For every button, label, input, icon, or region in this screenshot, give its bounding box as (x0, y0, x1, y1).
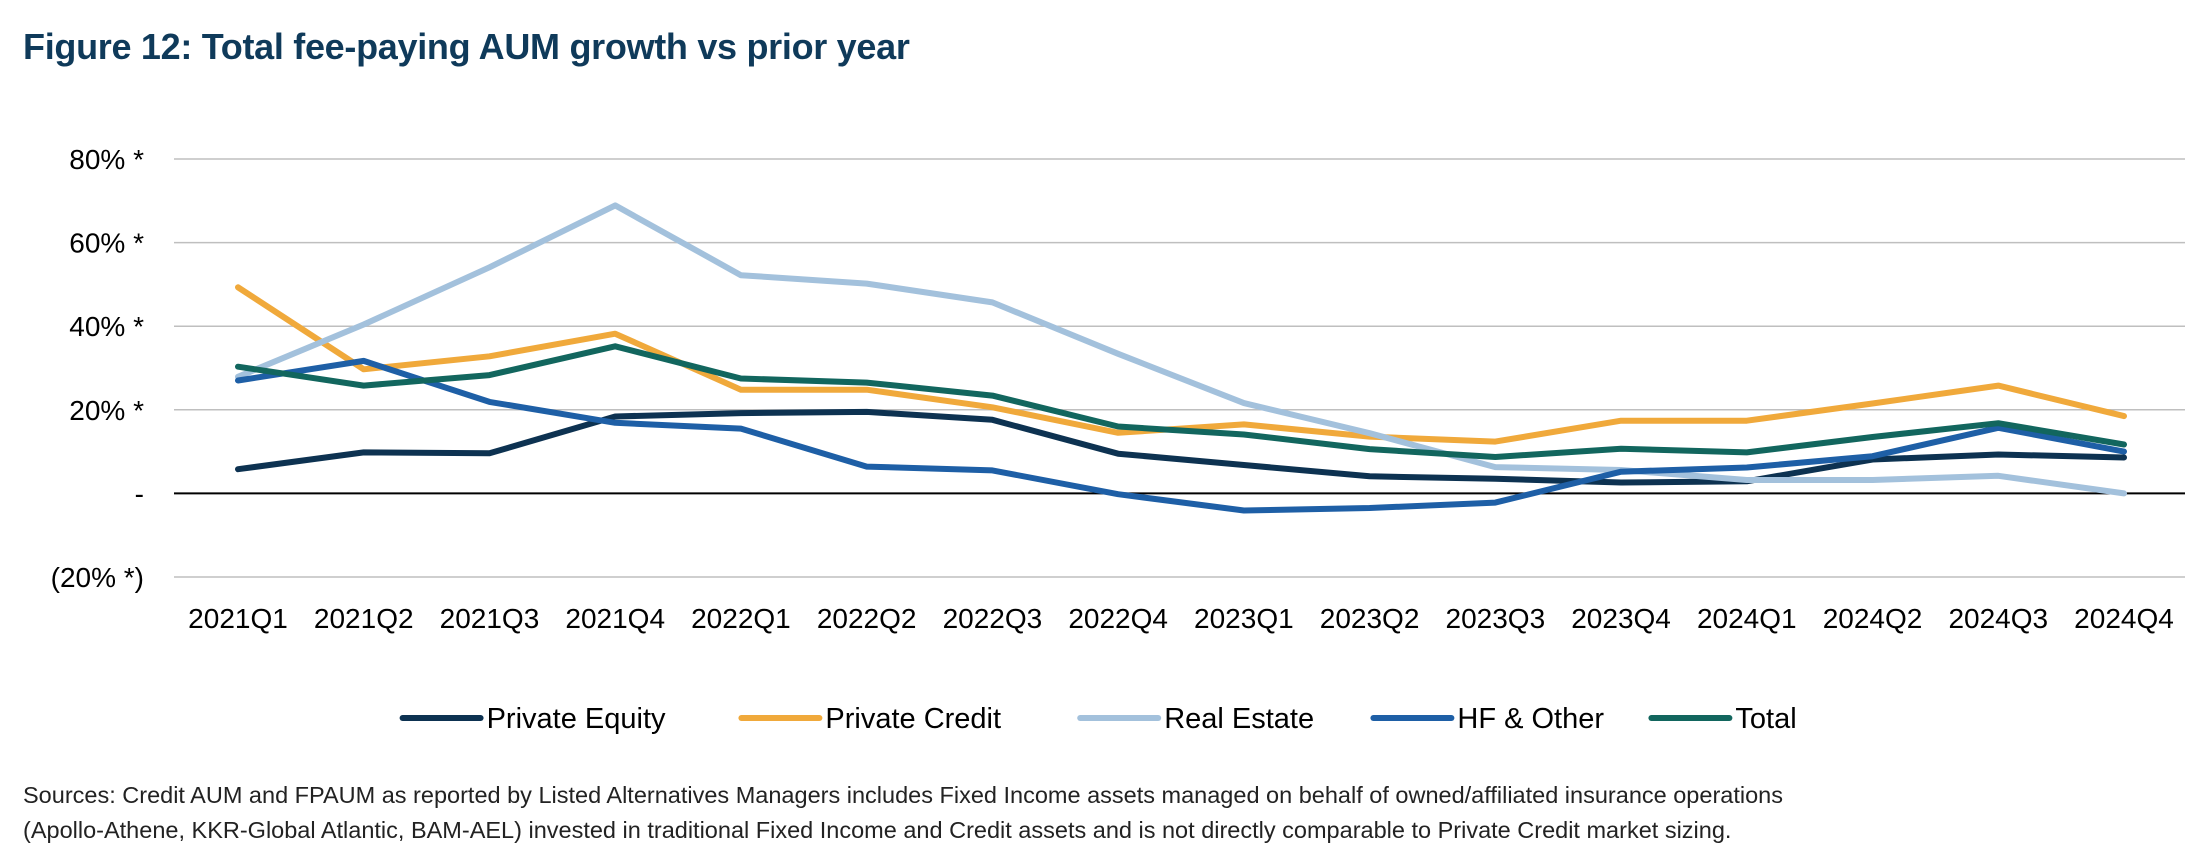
x-tick-label: 2022Q3 (943, 603, 1043, 634)
source-note-line-2: (Apollo-Athene, KKR-Global Atlantic, BAM… (23, 817, 1732, 843)
series-line-hf-other (235, 357, 2127, 514)
x-tick-label: 2024Q2 (1823, 603, 1923, 634)
x-tick-label: 2024Q4 (2074, 603, 2174, 634)
x-tick-label: 2021Q2 (314, 603, 414, 634)
source-note-line-1: Sources: Credit AUM and FPAUM as reporte… (23, 782, 1783, 808)
grid-lines (174, 158, 2185, 578)
series-line-private-equity (235, 408, 2127, 486)
legend-item-total: Total (1648, 703, 1797, 735)
series-line-private-credit (235, 284, 2127, 445)
y-tick-label: 20% * (69, 395, 144, 426)
legend-label: Private Equity (487, 703, 666, 735)
x-tick-label: 2022Q4 (1068, 603, 1168, 634)
x-tick-label: 2022Q1 (691, 603, 791, 634)
series-lines (235, 202, 2127, 514)
y-tick-label: 60% * (69, 228, 144, 259)
legend-label: Private Credit (825, 703, 1001, 735)
legend-item-real-estate: Real Estate (1077, 703, 1314, 735)
source-note: Sources: Credit AUM and FPAUM as reporte… (23, 778, 2183, 848)
x-tick-label: 2024Q1 (1697, 603, 1797, 634)
x-tick-label: 2023Q4 (1571, 603, 1671, 634)
x-tick-label: 2023Q3 (1446, 603, 1546, 634)
x-tick-label: 2021Q3 (440, 603, 540, 634)
x-tick-label: 2023Q2 (1320, 603, 1420, 634)
legend-item-private-credit: Private Credit (738, 703, 1001, 735)
legend-item-hf-other: HF & Other (1370, 703, 1604, 735)
legend: Private Equity Private Credit Real Estate H… (399, 703, 1797, 735)
series-line-total (235, 343, 2127, 460)
chart-title: Figure 12: Total fee-paying AUM growth v… (23, 26, 910, 67)
series-line-real-estate (235, 202, 2127, 497)
legend-label: Total (1735, 703, 1796, 735)
x-tick-label: 2024Q3 (1948, 603, 2048, 634)
line-chart: 80% *60% *40% *20% *-(20% *) 2021Q1 2021Q… (51, 144, 2185, 735)
x-tick-label: 2022Q2 (817, 603, 917, 634)
y-tick-label: (20% *) (51, 562, 144, 593)
x-tick-label: 2021Q4 (565, 603, 665, 634)
legend-label: HF & Other (1457, 703, 1604, 735)
legend-label: Real Estate (1164, 703, 1314, 735)
x-tick-label: 2021Q1 (188, 603, 288, 634)
y-axis-tick-labels: 80% * 60% * 40% * 20% * - (20% *) (51, 144, 144, 593)
x-axis-tick-labels: 2021Q1 2021Q2 2021Q3 2021Q4 2022Q1 2022Q2 2022… (188, 603, 2174, 634)
y-tick-label: - (135, 478, 144, 509)
y-tick-label: 80% * (69, 144, 144, 175)
legend-item-private-equity: Private Equity (399, 703, 666, 735)
y-tick-label: 40% * (69, 311, 144, 342)
x-tick-label: 2023Q1 (1194, 603, 1294, 634)
